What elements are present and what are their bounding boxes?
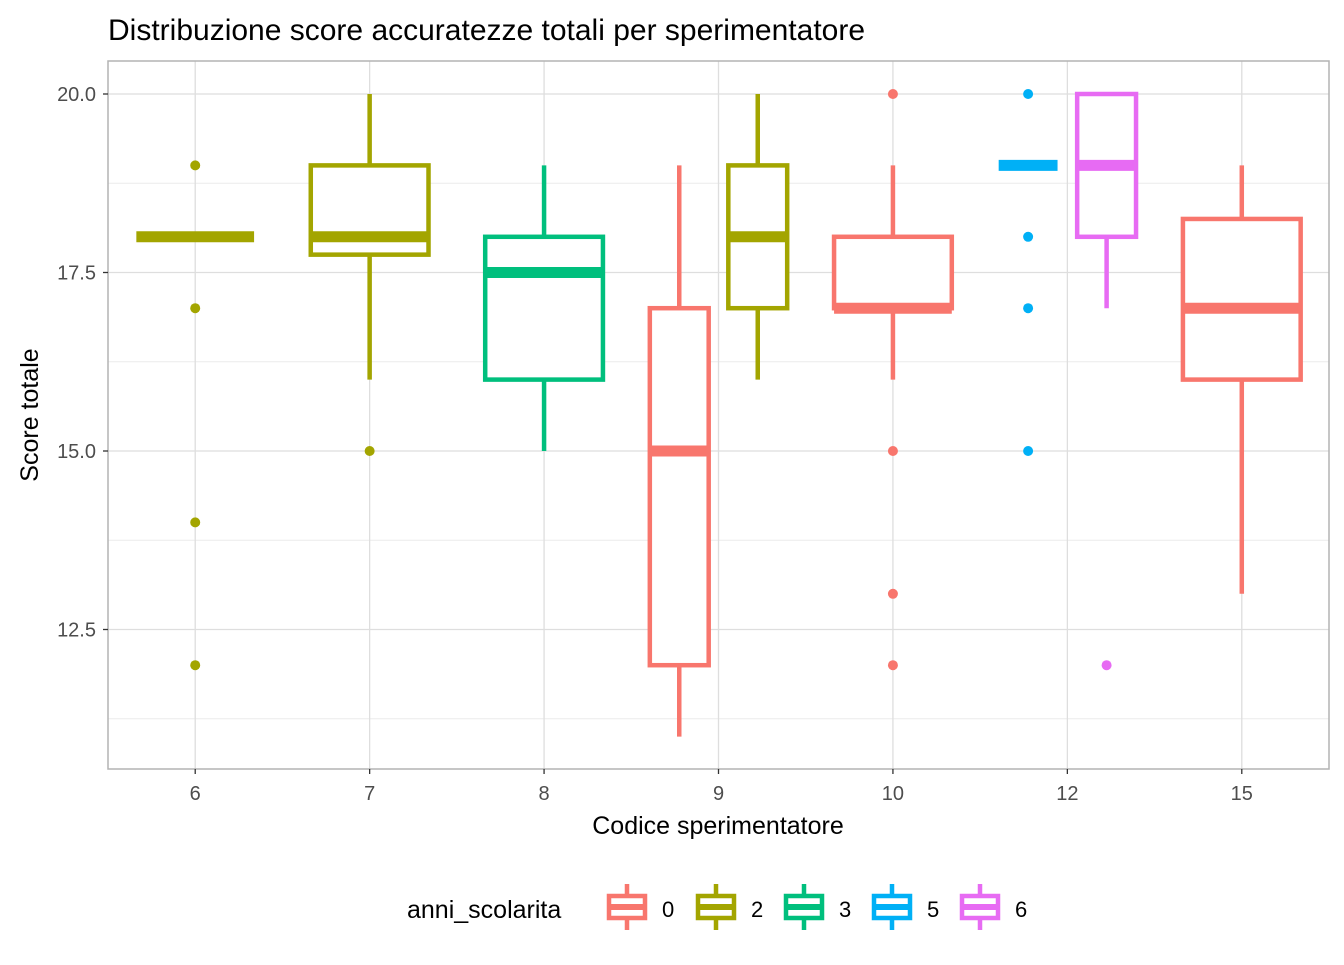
legend-entry-2: 2 [695, 884, 763, 930]
y-axis-title: Score totale [16, 348, 44, 481]
legend-entry-3: 3 [783, 884, 851, 930]
box-iqr [647, 305, 711, 668]
outlier-point [190, 660, 201, 671]
legend-entry-5: 5 [871, 884, 939, 930]
chart-title: Distribuzione score accuratezze totali p… [108, 14, 865, 47]
legend-entry-6: 6 [959, 884, 1027, 930]
axis-layer: 12.5 15.0 17.5 20.0 6 7 8 9 10 12 15 [57, 84, 1253, 805]
x-tick-label: 8 [539, 783, 550, 805]
outlier-point [364, 446, 375, 456]
y-tick-label: 20.0 [57, 84, 96, 106]
legend-label: 2 [751, 897, 763, 922]
outlier-point [887, 588, 898, 599]
box-12-group-5 [998, 89, 1058, 456]
outlier-point [1023, 446, 1034, 456]
box-12-group-6 [1074, 91, 1139, 671]
x-tick-label: 12 [1056, 783, 1078, 805]
x-tick-label: 15 [1231, 783, 1253, 805]
outlier-point [1023, 89, 1034, 99]
box-8-group-3 [482, 165, 606, 451]
box-iqr [831, 234, 955, 311]
x-tick-label: 7 [364, 783, 375, 805]
outlier-point [1101, 660, 1112, 671]
box-10-group-0 [831, 89, 955, 671]
legend-label: 6 [1015, 897, 1027, 922]
box-9-group-2 [726, 94, 790, 380]
box-iqr [1180, 216, 1303, 382]
outlier-point [190, 303, 201, 314]
grid-layer [108, 61, 1329, 769]
y-tick-label: 17.5 [57, 263, 96, 285]
x-tick-label: 6 [190, 783, 201, 805]
box-9-group-0 [647, 165, 711, 737]
x-tick-label: 9 [713, 783, 724, 805]
box-iqr [482, 234, 606, 382]
x-tick-label: 10 [882, 783, 904, 805]
x-axis-title: Codice sperimentatore [592, 812, 844, 840]
outlier-point [190, 517, 201, 528]
outlier-point [887, 660, 898, 671]
legend-label: 0 [662, 897, 674, 922]
outlier-point [887, 89, 898, 99]
box-6-group-2 [136, 160, 255, 671]
box-15-group-0 [1180, 165, 1303, 594]
legend-label: 5 [927, 897, 939, 922]
legend-entry-0: 0 [606, 884, 674, 930]
legend-label: 3 [839, 897, 851, 922]
y-tick-label: 15.0 [57, 441, 96, 463]
box-7-group-2 [308, 94, 431, 456]
legend: anni_scolarita 0 2 3 5 6 [407, 884, 1027, 930]
outlier-point [190, 160, 201, 171]
box-layer [136, 89, 1303, 737]
outlier-point [887, 446, 898, 456]
legend-title: anni_scolarita [407, 896, 561, 924]
outlier-point [1023, 303, 1034, 314]
outlier-point [1023, 231, 1034, 242]
y-tick-label: 12.5 [57, 620, 96, 642]
